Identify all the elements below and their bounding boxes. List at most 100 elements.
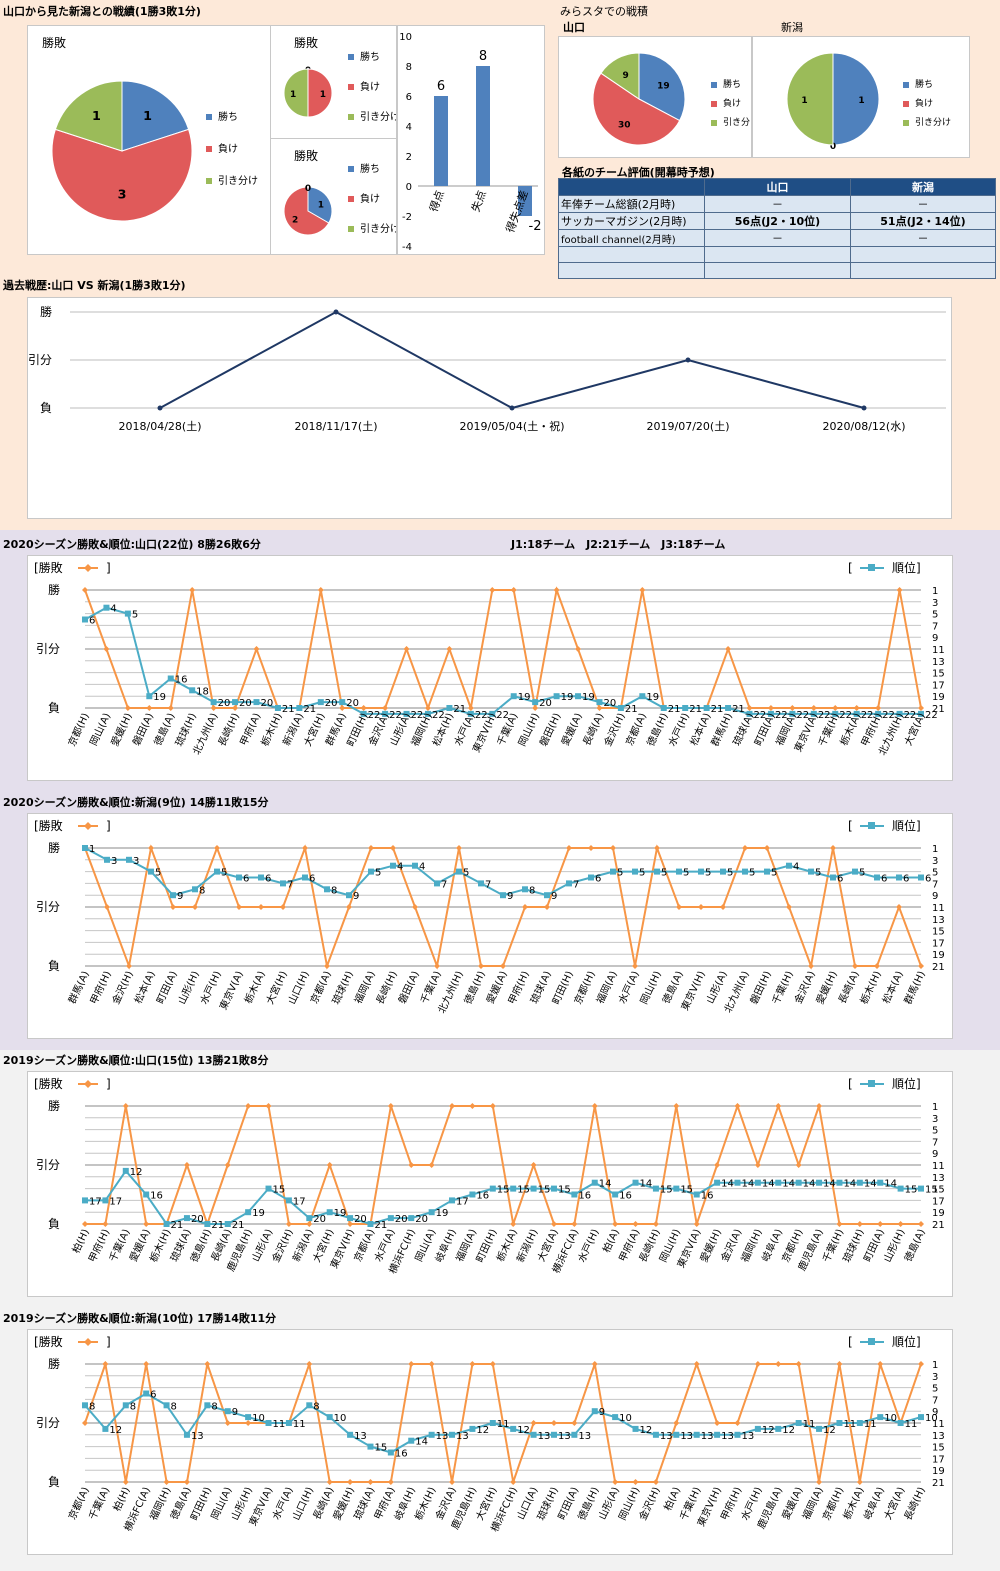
rank-point	[489, 710, 496, 717]
rank-label: 19	[518, 692, 531, 703]
rank-tick: 9	[932, 633, 938, 644]
result-point	[204, 1361, 211, 1367]
rank-label: 12	[782, 1425, 795, 1436]
rank-point	[734, 1431, 741, 1438]
rank-point	[918, 1185, 924, 1192]
rank-label: 4	[397, 862, 403, 873]
result-point	[306, 1361, 313, 1367]
rank-label: 18	[196, 686, 209, 697]
rank-point	[424, 710, 431, 717]
rank-label: 10	[884, 1413, 897, 1424]
result-point	[832, 705, 839, 711]
rank-tick: 17	[932, 1454, 945, 1465]
rank-label: 13	[558, 1431, 571, 1442]
rank-point	[412, 862, 418, 869]
rank-label: 14	[823, 1179, 836, 1190]
rank-point	[163, 1221, 170, 1227]
rank-point	[82, 1402, 88, 1409]
rank-point	[786, 862, 792, 869]
history-point	[509, 405, 515, 411]
rank-tick: 9	[932, 1407, 938, 1418]
mira-title: みらスタでの戦積	[560, 5, 648, 18]
rank-label: 12	[640, 1425, 653, 1436]
rank-point	[434, 880, 440, 887]
rank-point	[550, 1185, 557, 1192]
rank-point	[660, 705, 667, 711]
result-point	[382, 705, 389, 711]
legend-rank: 順位]	[892, 1334, 921, 1349]
team-label: 山形(A)	[704, 969, 730, 1006]
rank-label: 22	[389, 710, 402, 721]
rank-point	[124, 610, 131, 617]
pie-label: 1	[143, 108, 152, 123]
bar-tick: 2	[406, 152, 412, 163]
result-point	[403, 646, 410, 652]
pie-mira-yamaguchi: 19 30 9	[592, 52, 686, 146]
pie-label: 1	[858, 96, 864, 106]
result-point	[122, 1479, 129, 1485]
result-point	[575, 646, 582, 652]
result-point	[489, 587, 496, 593]
pie-label: 1	[290, 90, 296, 100]
rank-label: 13	[721, 1431, 734, 1442]
rank-point	[764, 868, 770, 875]
rank-label: 6	[89, 616, 95, 627]
legend-bracket: ]	[106, 819, 111, 833]
rank-tick: 11	[932, 1419, 945, 1430]
result-line	[84, 586, 922, 712]
rank-point	[449, 1431, 456, 1438]
rank-label: 6	[243, 874, 249, 885]
pie-slice	[600, 52, 640, 100]
rank-point	[530, 1431, 537, 1438]
rank-label: 6	[595, 874, 601, 885]
rank-label: 15	[660, 1185, 673, 1196]
rank-point	[403, 710, 410, 717]
result-point	[167, 705, 174, 711]
result-point	[510, 1221, 517, 1227]
rank-label: 14	[803, 1179, 816, 1190]
result-point	[253, 646, 260, 652]
pie1-legend: 勝ち 負け 引き分け	[206, 108, 258, 204]
bar-tick: 8	[406, 62, 412, 73]
season3-frame: [勝敗][順位] 勝引分負 1 3 5 7 9 11 13 15 17 19 21 8 12 8 6 8 13 8 9 1…	[27, 1329, 953, 1555]
rank-point	[896, 874, 902, 881]
pie-slice	[786, 52, 834, 146]
rank-label: 21	[689, 704, 702, 715]
result-point	[856, 1221, 863, 1227]
rank-label: 14	[721, 1179, 734, 1190]
rank-point	[360, 710, 367, 717]
rank-label: 21	[625, 704, 638, 715]
result-point	[224, 1162, 231, 1168]
rank-point	[170, 892, 176, 899]
pie-slice	[307, 68, 333, 118]
result-point	[339, 705, 346, 711]
history-point	[861, 405, 867, 411]
result-point	[446, 646, 453, 652]
eval-title: 各紙のチーム評価(開幕時予想)	[562, 166, 715, 179]
pie-home: 011	[283, 66, 333, 118]
result-point	[877, 1361, 884, 1367]
result-ylabel: 勝	[48, 1098, 60, 1113]
rank-point	[306, 1215, 313, 1222]
rank-label: 13	[456, 1431, 469, 1442]
rank-tick: 21	[932, 1220, 945, 1231]
result-point	[143, 1221, 150, 1227]
rank-point	[82, 616, 88, 623]
rank-tick: 11	[932, 1161, 945, 1172]
rank-label: 22	[432, 710, 445, 721]
rank-point	[553, 693, 560, 700]
rank-label: 15	[538, 1185, 551, 1196]
rank-label: 14	[843, 1179, 856, 1190]
history-title: 過去戦歴:山口 VS 新潟(1勝3敗1分)	[3, 279, 186, 292]
rank-label: 17	[109, 1196, 122, 1207]
result-point	[434, 963, 440, 969]
result-point	[347, 1479, 354, 1485]
rank-label: 5	[705, 868, 711, 879]
result-point	[746, 705, 753, 711]
pie-label: 0	[305, 184, 311, 194]
result-ylabel: 引分	[36, 1416, 60, 1430]
result-point	[449, 1479, 456, 1485]
rank-point	[428, 1431, 435, 1438]
result-ylabel: 負	[48, 1475, 60, 1489]
pie-label: 1	[801, 96, 807, 106]
